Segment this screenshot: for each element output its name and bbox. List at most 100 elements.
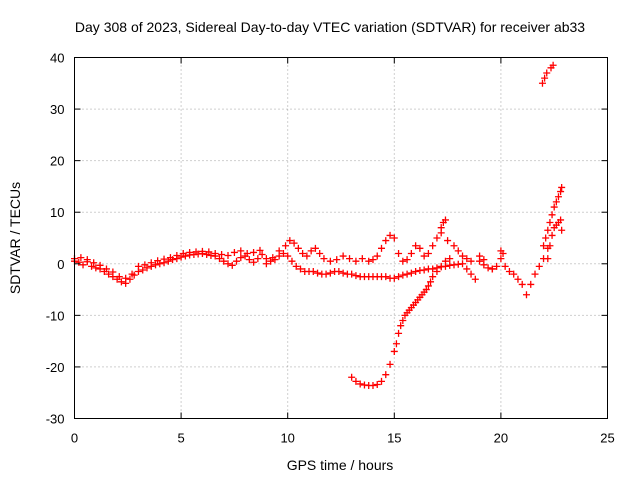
data-point	[420, 252, 428, 260]
data-point	[358, 255, 366, 263]
data-point	[403, 270, 411, 278]
data-point	[233, 257, 241, 265]
data-point	[454, 247, 462, 255]
data-point	[399, 317, 407, 325]
data-point	[346, 255, 354, 263]
data-point	[269, 254, 277, 262]
data-point	[549, 61, 557, 69]
data-point	[147, 259, 155, 267]
data-point	[412, 242, 420, 250]
data-point	[126, 275, 134, 283]
data-point	[122, 274, 130, 282]
data-point	[548, 211, 556, 219]
data-point	[424, 249, 432, 257]
data-point	[499, 249, 507, 257]
x-tick-labels: 0 5 10 15 20 25	[71, 431, 615, 446]
data-point	[339, 269, 347, 277]
data-point	[373, 380, 381, 388]
data-point	[441, 216, 449, 224]
data-point	[395, 329, 403, 337]
data-point	[463, 265, 471, 273]
data-point	[250, 258, 258, 266]
data-point	[407, 269, 415, 277]
data-point	[224, 260, 232, 268]
data-point	[471, 275, 479, 283]
data-point	[141, 261, 149, 269]
data-point	[96, 261, 104, 269]
data-point	[299, 249, 307, 257]
data-point	[382, 371, 390, 379]
data-point	[444, 237, 452, 245]
data-point	[548, 231, 556, 239]
x-tick-label: 0	[71, 431, 78, 446]
chart-title: Day 308 of 2023, Sidereal Day-to-day VTE…	[75, 19, 585, 35]
data-point	[543, 69, 551, 77]
data-point	[420, 266, 428, 274]
data-point	[378, 377, 386, 385]
data-point	[518, 280, 526, 288]
data-point	[522, 291, 530, 299]
data-point	[314, 269, 322, 277]
data-point	[382, 237, 390, 245]
y-tick-label: 10	[50, 205, 64, 220]
data-point	[459, 260, 467, 268]
data-point	[243, 249, 251, 257]
data-point	[369, 256, 377, 264]
data-point	[134, 262, 142, 270]
data-point	[224, 252, 232, 260]
y-tick-labels: -30 -20 -10 0 10 20 30 40	[46, 51, 65, 427]
data-point	[535, 262, 543, 270]
data-point	[164, 257, 172, 265]
data-point	[352, 257, 360, 265]
data-point	[326, 269, 334, 277]
data-point	[397, 322, 405, 330]
data-point	[352, 377, 360, 385]
data-point	[186, 248, 194, 256]
data-point	[322, 270, 330, 278]
y-tick-label: -20	[46, 360, 65, 375]
data-point	[256, 246, 264, 254]
data-point	[546, 219, 554, 227]
data-point	[115, 273, 123, 281]
data-point	[320, 255, 328, 263]
data-point	[403, 256, 411, 264]
data-point	[307, 247, 315, 255]
y-tick-label: 0	[57, 257, 64, 272]
data-point	[356, 380, 364, 388]
data-point	[309, 268, 317, 276]
data-point	[378, 244, 386, 252]
data-point	[427, 278, 435, 286]
data-point	[541, 74, 549, 82]
data-point	[390, 234, 398, 242]
data-point	[177, 253, 185, 261]
data-point	[333, 256, 341, 264]
data-point	[296, 265, 304, 273]
data-point	[286, 237, 294, 245]
data-point	[395, 273, 403, 281]
x-tick-label: 20	[494, 431, 508, 446]
data-point	[558, 183, 566, 191]
data-point	[230, 248, 238, 256]
data-point	[128, 270, 136, 278]
series-lower-dip	[348, 255, 454, 389]
axis-ticks	[74, 57, 608, 419]
data-point	[215, 255, 223, 263]
data-point	[258, 251, 266, 259]
data-point	[501, 262, 509, 270]
data-point	[429, 242, 437, 250]
data-point	[88, 262, 96, 270]
y-tick-label: -30	[46, 412, 65, 427]
data-point	[424, 282, 432, 290]
data-point	[77, 254, 85, 262]
data-point	[373, 252, 381, 260]
data-point	[282, 242, 290, 250]
data-point	[83, 256, 91, 264]
data-point	[386, 231, 394, 239]
data-point	[484, 264, 492, 272]
series-upper-band	[71, 216, 507, 282]
data-point	[546, 242, 554, 250]
x-tick-label: 15	[387, 431, 401, 446]
data-point	[326, 257, 334, 265]
data-point	[399, 257, 407, 265]
data-point	[288, 257, 296, 265]
